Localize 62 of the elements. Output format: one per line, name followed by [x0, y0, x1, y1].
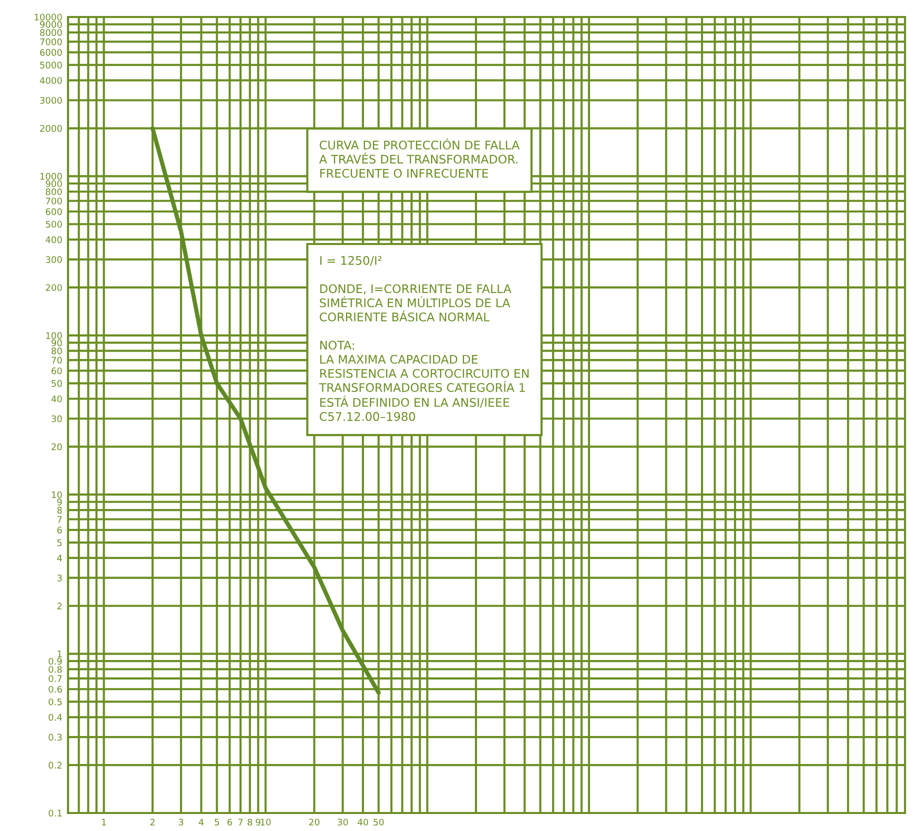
x-tick-label: 6: [227, 818, 232, 826]
y-tick-label: 8: [57, 506, 62, 514]
y-tick-label: 0.7: [48, 675, 62, 682]
text: I = 1250/I² DONDE, I=CORRIENTE DE FALLA SIMÉTRICA EN MÚLTIPLOS DE LA CORRIENTE BÁSICA NORMAL NOTA: LA MAXIMA CAPACIDAD DE RESISTENCIA A CORTOCIRCUITO EN TRANSFORMADORES CATEGORÍA 1 ESTÁ DEFINIDO EN LA ANSI/IEEE C57.12.00–1980: [319, 256, 529, 421]
y-tick-label: 90: [52, 339, 62, 346]
y-tick-label: 4: [57, 554, 62, 562]
y-tick-label: 60: [52, 367, 62, 374]
y-tick-label: 500: [46, 220, 62, 228]
y-tick-label: 5000: [40, 62, 62, 68]
y-tick-label: 100: [46, 332, 62, 339]
y-tick-label: 6000: [40, 49, 62, 56]
y-tick-label: 0.8: [48, 666, 62, 673]
y-tick-label: 0.6: [48, 686, 62, 693]
y-tick-label: 1: [58, 650, 62, 658]
y-tick-label: 10000: [34, 14, 62, 21]
x-tick-label: 3: [178, 818, 184, 826]
annotation: CURVA DE PROTECCIÓN DE FALLA A TRAVÉS DEL TRANSFORMADOR. FRECUENTE O INFRECUENTE: [319, 138, 520, 178]
y-tick-label: 3: [57, 574, 62, 582]
y-tick-label: 80: [52, 348, 62, 354]
y-tick-label: 30: [52, 415, 62, 422]
y-tick-label: 3000: [40, 96, 62, 104]
y-tick-label: 9: [57, 498, 62, 506]
y-tick-label: 5: [57, 539, 62, 546]
y-tick-label: 600: [46, 208, 62, 216]
y-tick-label: 200: [46, 284, 62, 292]
y-tick-label: 0.9: [48, 658, 62, 665]
y-tick-label: 400: [46, 236, 62, 244]
y-tick-label: 0.2: [48, 762, 62, 769]
y-tick-label: 1000: [40, 172, 62, 180]
y-tick-label: 300: [46, 256, 62, 263]
y-tick-label: 800: [46, 188, 62, 196]
y-tick-label: 700: [46, 198, 62, 204]
x-tick-label: 40: [358, 818, 368, 826]
x-tick-label: 20: [309, 818, 320, 826]
y-tick-label: 50: [52, 380, 62, 387]
x-tick-label: 30: [338, 818, 348, 826]
x-tick-label: 9: [256, 818, 260, 826]
y-tick-label: 7: [57, 516, 62, 523]
y-tick-label: 4000: [40, 77, 62, 84]
x-tick-label: 1: [102, 818, 106, 826]
x-tick-label: 2: [150, 818, 155, 826]
y-tick-label: 0.5: [48, 698, 62, 706]
x-tick-label: 5: [214, 818, 219, 826]
y-tick-label: 0.4: [48, 714, 62, 721]
y-tick-label: 8000: [40, 29, 62, 36]
y-tick-label: 6: [57, 526, 62, 534]
x-tick-label: 50: [374, 818, 384, 826]
x-tick-label: 10: [260, 818, 271, 826]
y-tick-label: 9000: [40, 21, 62, 28]
x-tick-label: 7: [238, 818, 243, 826]
y-tick-label: 2000: [40, 125, 62, 132]
y-tick-label: 20: [52, 443, 62, 450]
y-tick-label: 40: [51, 395, 62, 402]
y-tick-label: 70: [52, 356, 62, 364]
y-tick-label: 2: [57, 602, 62, 610]
y-tick-label: 0.3: [48, 734, 62, 741]
x-tick-label: 4: [198, 818, 204, 826]
x-tick-label: 8: [248, 818, 252, 826]
y-tick-label: 10: [52, 491, 62, 498]
y-tick-label: 900: [46, 180, 62, 188]
y-tick-label: 0.1: [48, 810, 62, 817]
y-tick-label: 7000: [40, 38, 62, 46]
